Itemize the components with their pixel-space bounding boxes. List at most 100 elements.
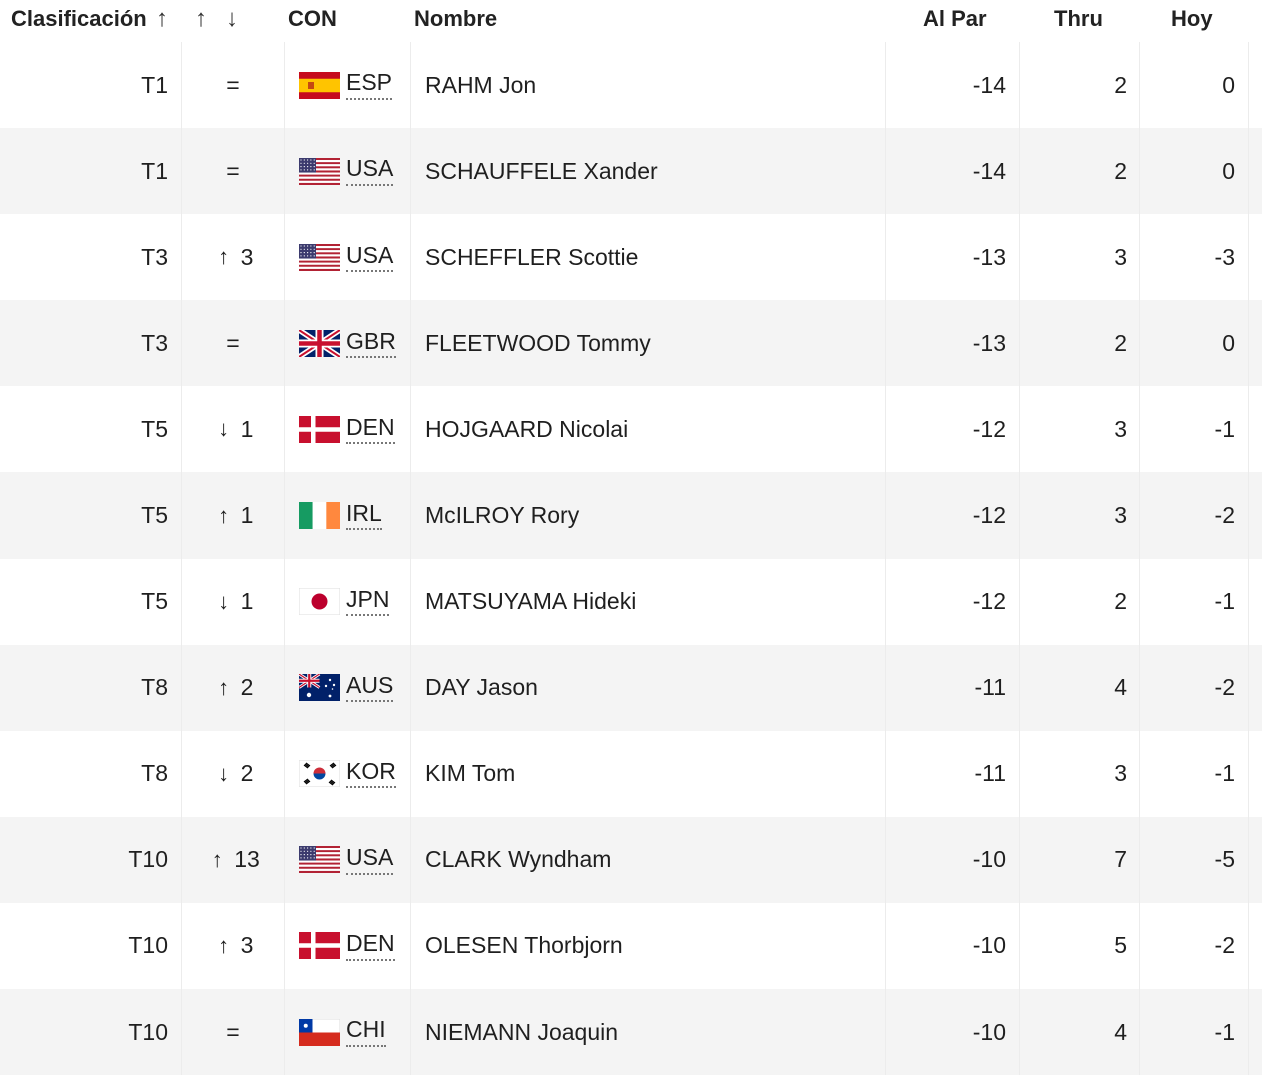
table-row[interactable]: T8 ↑ 2 AUS DAY Jason -11 4 -2 bbox=[0, 644, 1262, 731]
player-name-cell[interactable]: OLESEN Thorbjorn bbox=[411, 903, 885, 989]
player-name-cell[interactable]: CLARK Wyndham bbox=[411, 817, 885, 903]
player-name[interactable]: KIM Tom bbox=[425, 760, 516, 787]
column-divider bbox=[1248, 730, 1249, 817]
table-row[interactable]: T10 ↑ 3 DEN OLESEN Thorbjorn -10 5 -2 bbox=[0, 902, 1262, 990]
table-row[interactable]: T10 = CHI NIEMANN Joaquin -10 4 -1 bbox=[0, 989, 1262, 1075]
player-name-cell[interactable]: KIM Tom bbox=[411, 731, 885, 817]
movement-cell: ↑ 3 bbox=[182, 903, 284, 989]
player-name-cell[interactable]: McILROY Rory bbox=[411, 472, 885, 558]
country-code[interactable]: KOR bbox=[346, 758, 396, 789]
thru-column-header[interactable]: Thru bbox=[1054, 6, 1103, 31]
rank-cell: T8 bbox=[0, 645, 168, 731]
today-column-header[interactable]: Hoy bbox=[1171, 6, 1213, 31]
thru-cell: 4 bbox=[1020, 989, 1127, 1075]
move-up-sort-icon[interactable]: ↑ bbox=[195, 5, 207, 32]
country-code[interactable]: AUS bbox=[346, 672, 394, 703]
player-name[interactable]: OLESEN Thorbjorn bbox=[425, 932, 623, 959]
country-code[interactable]: DEN bbox=[346, 414, 395, 445]
column-divider bbox=[181, 989, 182, 1075]
table-row[interactable]: T3 ↑ 3 USA SCHEFFLER Scottie -13 3 -3 bbox=[0, 214, 1262, 301]
country-code[interactable]: JPN bbox=[346, 586, 390, 617]
movement-cell: = bbox=[182, 128, 284, 214]
column-divider bbox=[1019, 989, 1020, 1075]
table-row[interactable]: T10 ↑ 13 USA CLARK Wyndham -10 7 -5 bbox=[0, 816, 1262, 903]
country-code[interactable]: USA bbox=[346, 156, 394, 186]
country-code[interactable]: USA bbox=[346, 844, 394, 875]
column-divider bbox=[1139, 902, 1140, 990]
player-name[interactable]: SCHEFFLER Scottie bbox=[425, 243, 639, 270]
player-name[interactable]: NIEMANN Joaquin bbox=[425, 1018, 619, 1045]
player-name[interactable]: McILROY Rory bbox=[425, 502, 580, 529]
to-par-value: -12 bbox=[972, 502, 1006, 529]
table-row[interactable]: T1 = ESP RAHM Jon -14 2 0 bbox=[0, 42, 1262, 129]
rank-value: T5 bbox=[141, 588, 168, 615]
player-name-cell[interactable]: MATSUYAMA Hideki bbox=[411, 559, 885, 645]
leaderboard-header: Clasificación ↑ ↑ ↓ CON Nombre Al Par Th… bbox=[0, 0, 1262, 42]
player-name[interactable]: MATSUYAMA Hideki bbox=[425, 588, 637, 615]
player-name-cell[interactable]: SCHAUFFELE Xander bbox=[411, 128, 885, 214]
movement-value: 3 bbox=[240, 932, 254, 959]
player-name-cell[interactable]: NIEMANN Joaquin bbox=[411, 989, 885, 1075]
column-divider bbox=[1139, 214, 1140, 301]
column-divider bbox=[885, 816, 886, 903]
player-name-cell[interactable]: RAHM Jon bbox=[411, 42, 885, 128]
player-name-cell[interactable]: SCHEFFLER Scottie bbox=[411, 214, 885, 300]
column-divider bbox=[181, 558, 182, 645]
table-row[interactable]: T8 ↓ 2 KOR KIM Tom -11 3 bbox=[0, 730, 1262, 817]
column-divider bbox=[1139, 558, 1140, 645]
today-cell: 0 bbox=[1140, 42, 1235, 128]
player-name[interactable]: HOJGAARD Nicolai bbox=[425, 415, 629, 442]
country-code[interactable]: ESP bbox=[346, 70, 393, 100]
player-name[interactable]: CLARK Wyndham bbox=[425, 846, 612, 873]
table-row[interactable]: T5 ↑ 1 IRL McILROY Rory -12 3 -2 bbox=[0, 472, 1262, 559]
country-code[interactable]: IRL bbox=[346, 500, 382, 531]
country-code[interactable]: DEN bbox=[346, 931, 395, 961]
to-par-cell: -14 bbox=[886, 42, 1006, 128]
column-divider bbox=[410, 128, 411, 215]
table-row[interactable]: T5 ↓ 1 DEN HOJGAARD Nicolai -12 3 -1 bbox=[0, 386, 1262, 473]
country-cell: DEN bbox=[285, 903, 410, 989]
today-cell: 0 bbox=[1140, 128, 1235, 214]
country-code[interactable]: USA bbox=[346, 242, 394, 272]
column-divider bbox=[410, 300, 411, 387]
country-code[interactable]: GBR bbox=[346, 328, 396, 358]
rank-cell: T1 bbox=[0, 42, 168, 128]
player-name[interactable]: RAHM Jon bbox=[425, 71, 537, 98]
move-down-sort-icon[interactable]: ↓ bbox=[226, 5, 238, 32]
country-cell: ESP bbox=[285, 42, 410, 128]
player-name[interactable]: DAY Jason bbox=[425, 674, 538, 701]
today-value: 0 bbox=[1222, 71, 1235, 98]
country-code[interactable]: CHI bbox=[346, 1017, 386, 1047]
player-name[interactable]: FLEETWOOD Tommy bbox=[425, 329, 651, 356]
name-column-header[interactable]: Nombre bbox=[414, 6, 498, 31]
player-name-cell[interactable]: FLEETWOOD Tommy bbox=[411, 300, 885, 386]
player-name-cell[interactable]: DAY Jason bbox=[411, 645, 885, 731]
table-row[interactable]: T5 ↓ 1 JPN MATSUYAMA Hideki -12 2 -1 bbox=[0, 558, 1262, 645]
today-value: -3 bbox=[1214, 243, 1235, 270]
country-column-header[interactable]: CON bbox=[288, 6, 337, 31]
to-par-cell: -13 bbox=[886, 214, 1006, 300]
column-divider bbox=[1019, 42, 1020, 129]
column-divider bbox=[410, 386, 411, 473]
column-divider bbox=[885, 730, 886, 817]
column-divider bbox=[1019, 558, 1020, 645]
today-value: -1 bbox=[1214, 1018, 1235, 1045]
today-value: 0 bbox=[1222, 329, 1235, 356]
par-column-header[interactable]: Al Par bbox=[923, 6, 987, 31]
to-par-cell: -12 bbox=[886, 559, 1006, 645]
sort-asc-arrow-icon[interactable]: ↑ bbox=[156, 5, 168, 32]
today-cell: -2 bbox=[1140, 645, 1235, 731]
today-value: -2 bbox=[1214, 502, 1235, 529]
player-name[interactable]: SCHAUFFELE Xander bbox=[425, 157, 658, 184]
table-row[interactable]: T3 = GBR FLEETWOOD Tommy -13 2 0 bbox=[0, 300, 1262, 387]
column-divider bbox=[1019, 214, 1020, 301]
to-par-value: -14 bbox=[972, 157, 1006, 184]
column-divider bbox=[1139, 300, 1140, 387]
rank-column-header[interactable]: Clasificación bbox=[11, 6, 147, 31]
rank-cell: T10 bbox=[0, 989, 168, 1075]
today-cell: -1 bbox=[1140, 559, 1235, 645]
table-row[interactable]: T1 = USA SCHAUFFELE Xander -14 2 0 bbox=[0, 128, 1262, 215]
column-divider bbox=[1248, 558, 1249, 645]
player-name-cell[interactable]: HOJGAARD Nicolai bbox=[411, 386, 885, 472]
